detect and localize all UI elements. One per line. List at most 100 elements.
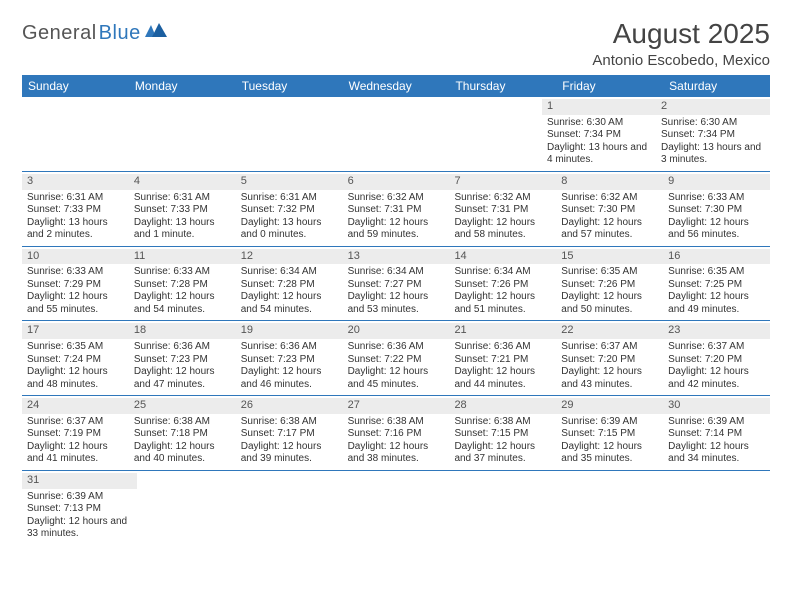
day-cell: 28Sunrise: 6:38 AMSunset: 7:15 PMDayligh…: [449, 396, 556, 470]
daylight-text: Daylight: 12 hours and 54 minutes.: [134, 291, 231, 316]
location: Antonio Escobedo, Mexico: [592, 52, 770, 69]
sunset-text: Sunset: 7:22 PM: [348, 354, 445, 367]
day-cell: 8Sunrise: 6:32 AMSunset: 7:30 PMDaylight…: [556, 172, 663, 246]
daylight-text: Daylight: 12 hours and 47 minutes.: [134, 366, 231, 391]
header: General Blue August 2025 Antonio Escobed…: [22, 18, 770, 69]
sunset-text: Sunset: 7:33 PM: [27, 204, 124, 217]
sunset-text: Sunset: 7:28 PM: [134, 279, 231, 292]
sunset-text: Sunset: 7:32 PM: [241, 204, 338, 217]
day-number: 16: [663, 249, 770, 265]
day-number: 8: [556, 174, 663, 190]
day-cell: 3Sunrise: 6:31 AMSunset: 7:33 PMDaylight…: [22, 172, 129, 246]
daylight-text: Daylight: 12 hours and 54 minutes.: [241, 291, 338, 316]
day-number: 27: [343, 398, 450, 414]
sunrise-text: Sunrise: 6:35 AM: [668, 266, 765, 279]
daylight-text: Daylight: 12 hours and 53 minutes.: [348, 291, 445, 316]
sunrise-text: Sunrise: 6:37 AM: [561, 341, 658, 354]
day-number: 10: [22, 249, 129, 265]
sunset-text: Sunset: 7:13 PM: [27, 503, 132, 516]
day-number: 12: [236, 249, 343, 265]
sunset-text: Sunset: 7:16 PM: [348, 428, 445, 441]
sunset-text: Sunset: 7:30 PM: [668, 204, 765, 217]
day-number: 21: [449, 323, 556, 339]
day-cell: 9Sunrise: 6:33 AMSunset: 7:30 PMDaylight…: [663, 172, 770, 246]
calendar: SundayMondayTuesdayWednesdayThursdayFrid…: [22, 75, 770, 545]
day-number: 19: [236, 323, 343, 339]
sunset-text: Sunset: 7:14 PM: [668, 428, 765, 441]
sunset-text: Sunset: 7:20 PM: [561, 354, 658, 367]
sunrise-text: Sunrise: 6:32 AM: [454, 192, 551, 205]
day-cell: 2Sunrise: 6:30 AMSunset: 7:34 PMDaylight…: [656, 97, 770, 171]
sunset-text: Sunset: 7:26 PM: [454, 279, 551, 292]
sunset-text: Sunset: 7:29 PM: [27, 279, 124, 292]
sunrise-text: Sunrise: 6:38 AM: [348, 416, 445, 429]
day-header-cell: Thursday: [449, 75, 556, 97]
sunrise-text: Sunrise: 6:36 AM: [134, 341, 231, 354]
daylight-text: Daylight: 12 hours and 44 minutes.: [454, 366, 551, 391]
sunset-text: Sunset: 7:23 PM: [241, 354, 338, 367]
sunrise-text: Sunrise: 6:39 AM: [27, 491, 132, 504]
brand-logo: General Blue: [22, 22, 167, 45]
week-row: 3Sunrise: 6:31 AMSunset: 7:33 PMDaylight…: [22, 172, 770, 247]
day-number: 17: [22, 323, 129, 339]
daylight-text: Daylight: 12 hours and 41 minutes.: [27, 441, 124, 466]
day-number: 1: [542, 99, 656, 115]
daylight-text: Daylight: 12 hours and 55 minutes.: [27, 291, 124, 316]
week-row: 1Sunrise: 6:30 AMSunset: 7:34 PMDaylight…: [22, 97, 770, 172]
day-cell: 6Sunrise: 6:32 AMSunset: 7:31 PMDaylight…: [343, 172, 450, 246]
sunset-text: Sunset: 7:15 PM: [454, 428, 551, 441]
sunset-text: Sunset: 7:27 PM: [348, 279, 445, 292]
day-number: 4: [129, 174, 236, 190]
sunrise-text: Sunrise: 6:37 AM: [668, 341, 765, 354]
daylight-text: Daylight: 13 hours and 0 minutes.: [241, 217, 338, 242]
sunrise-text: Sunrise: 6:31 AM: [134, 192, 231, 205]
sunrise-text: Sunrise: 6:35 AM: [561, 266, 658, 279]
day-header-cell: Monday: [129, 75, 236, 97]
sunrise-text: Sunrise: 6:39 AM: [561, 416, 658, 429]
daylight-text: Daylight: 12 hours and 34 minutes.: [668, 441, 765, 466]
day-number: 14: [449, 249, 556, 265]
flag-icon: [145, 23, 167, 42]
day-cell: 31Sunrise: 6:39 AMSunset: 7:13 PMDayligh…: [22, 471, 137, 545]
week-row: 10Sunrise: 6:33 AMSunset: 7:29 PMDayligh…: [22, 247, 770, 322]
daylight-text: Daylight: 12 hours and 49 minutes.: [668, 291, 765, 316]
day-cell: 17Sunrise: 6:35 AMSunset: 7:24 PMDayligh…: [22, 321, 129, 395]
day-cell: 19Sunrise: 6:36 AMSunset: 7:23 PMDayligh…: [236, 321, 343, 395]
sunset-text: Sunset: 7:23 PM: [134, 354, 231, 367]
sunrise-text: Sunrise: 6:36 AM: [241, 341, 338, 354]
empty-cell: [22, 97, 126, 171]
sunset-text: Sunset: 7:17 PM: [241, 428, 338, 441]
sunset-text: Sunset: 7:19 PM: [27, 428, 124, 441]
sunset-text: Sunset: 7:26 PM: [561, 279, 658, 292]
day-header-cell: Saturday: [663, 75, 770, 97]
day-number: 23: [663, 323, 770, 339]
day-cell: 12Sunrise: 6:34 AMSunset: 7:28 PMDayligh…: [236, 247, 343, 321]
sunrise-text: Sunrise: 6:33 AM: [27, 266, 124, 279]
sunrise-text: Sunrise: 6:32 AM: [561, 192, 658, 205]
day-number: 9: [663, 174, 770, 190]
sunrise-text: Sunrise: 6:39 AM: [668, 416, 765, 429]
day-cell: 26Sunrise: 6:38 AMSunset: 7:17 PMDayligh…: [236, 396, 343, 470]
sunrise-text: Sunrise: 6:30 AM: [661, 117, 765, 130]
empty-cell: [665, 471, 770, 545]
day-number: 6: [343, 174, 450, 190]
day-cell: 24Sunrise: 6:37 AMSunset: 7:19 PMDayligh…: [22, 396, 129, 470]
day-cell: 7Sunrise: 6:32 AMSunset: 7:31 PMDaylight…: [449, 172, 556, 246]
day-number: 2: [656, 99, 770, 115]
daylight-text: Daylight: 12 hours and 33 minutes.: [27, 516, 132, 541]
sunset-text: Sunset: 7:31 PM: [348, 204, 445, 217]
sunrise-text: Sunrise: 6:38 AM: [454, 416, 551, 429]
sunrise-text: Sunrise: 6:36 AM: [454, 341, 551, 354]
daylight-text: Daylight: 12 hours and 45 minutes.: [348, 366, 445, 391]
sunset-text: Sunset: 7:21 PM: [454, 354, 551, 367]
day-number: 5: [236, 174, 343, 190]
day-cell: 22Sunrise: 6:37 AMSunset: 7:20 PMDayligh…: [556, 321, 663, 395]
daylight-text: Daylight: 12 hours and 38 minutes.: [348, 441, 445, 466]
day-number: 7: [449, 174, 556, 190]
empty-cell: [230, 97, 334, 171]
title-block: August 2025 Antonio Escobedo, Mexico: [592, 18, 770, 69]
daylight-text: Daylight: 12 hours and 56 minutes.: [668, 217, 765, 242]
empty-cell: [348, 471, 453, 545]
daylight-text: Daylight: 12 hours and 50 minutes.: [561, 291, 658, 316]
day-number: 13: [343, 249, 450, 265]
